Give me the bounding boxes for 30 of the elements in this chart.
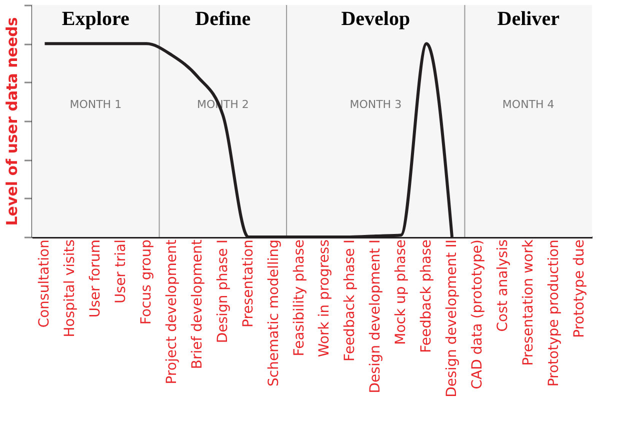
band-label: Explore — [62, 8, 130, 30]
x-tick-label: Hospital visits — [62, 240, 78, 338]
x-tick-label: Prototype due — [571, 240, 588, 338]
x-tick-label: Feedback phase — [418, 240, 435, 353]
x-tick-label: Brief development — [189, 239, 206, 370]
band-label: Define — [195, 8, 251, 30]
x-tick-label: Presentation work — [520, 238, 536, 366]
x-tick-label: Feasibility phase — [291, 240, 308, 356]
x-tick-label: User trial — [113, 240, 130, 304]
x-tick-label: Focus group — [138, 239, 155, 325]
x-tick-label: Feedback phase I — [342, 240, 358, 362]
x-tick-label: Work in progress — [316, 240, 333, 358]
annotation: MONTH 4 — [502, 98, 554, 111]
x-tick-label: Prototype production — [546, 240, 562, 387]
x-tick-label: CAD data (prototype) — [469, 240, 486, 390]
x-tick-label: Cost analysis — [494, 240, 511, 332]
annotation: MONTH 1 — [70, 98, 122, 111]
band-label: Deliver — [497, 8, 560, 30]
x-tick-label: Consultation — [36, 240, 53, 328]
annotation: MONTH 3 — [350, 98, 402, 111]
x-tick-label: Mock up phase — [393, 240, 410, 345]
x-tick-label: Project development — [164, 238, 180, 384]
x-tick-label: Schematic modelling — [266, 240, 282, 386]
x-tick-label: Design phase I — [214, 240, 231, 344]
x-tick-label: Design development I — [368, 240, 384, 394]
band-label: Develop — [341, 8, 410, 30]
x-tick-label: Presentation — [240, 240, 256, 328]
x-tick-label: Design development II — [444, 240, 460, 398]
x-tick-label: User forum — [88, 240, 104, 318]
y-axis-title: Level of user data needs — [2, 17, 21, 226]
